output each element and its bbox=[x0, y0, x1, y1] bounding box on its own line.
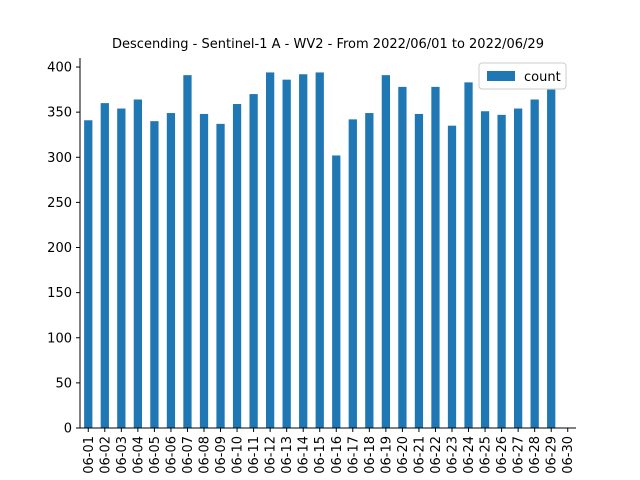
x-tick-label-06-03: 06-03 bbox=[115, 436, 130, 474]
bar-06-17 bbox=[348, 119, 357, 429]
y-tick-label-100: 100 bbox=[47, 331, 72, 346]
bar-06-07 bbox=[183, 75, 192, 429]
legend-label: count bbox=[524, 70, 561, 85]
x-tick-label-06-04: 06-04 bbox=[131, 436, 146, 474]
x-tick-label-06-17: 06-17 bbox=[346, 436, 361, 474]
y-tick-label-250: 250 bbox=[47, 196, 72, 211]
x-tick-label-06-10: 06-10 bbox=[231, 436, 246, 474]
bar-06-22 bbox=[431, 86, 440, 428]
bar-06-23 bbox=[447, 125, 457, 429]
x-tick-label-06-16: 06-16 bbox=[330, 436, 345, 474]
x-tick-label-06-20: 06-20 bbox=[396, 436, 411, 474]
bar-06-26 bbox=[497, 114, 506, 428]
bar-06-11 bbox=[249, 94, 258, 428]
bar-06-01 bbox=[84, 120, 93, 429]
bar-06-27 bbox=[514, 108, 523, 428]
bar-06-05 bbox=[150, 121, 159, 429]
x-tick-label-06-07: 06-07 bbox=[181, 436, 196, 474]
bar-06-02 bbox=[100, 103, 109, 429]
bar-06-18 bbox=[365, 113, 374, 429]
x-tick-label-06-23: 06-23 bbox=[446, 436, 461, 474]
y-tick-label-400: 400 bbox=[47, 61, 72, 76]
x-tick-label-06-21: 06-21 bbox=[412, 436, 427, 474]
bar-06-10 bbox=[232, 104, 242, 429]
bar-06-04 bbox=[133, 99, 142, 428]
x-tick-label-06-06: 06-06 bbox=[164, 436, 179, 474]
y-tick-label-150: 150 bbox=[47, 286, 72, 301]
plot-area bbox=[84, 72, 556, 429]
y-tick-label-0: 0 bbox=[64, 422, 72, 437]
bar-06-24 bbox=[464, 82, 473, 429]
x-tick-label-06-13: 06-13 bbox=[280, 436, 295, 474]
x-tick-label-06-25: 06-25 bbox=[479, 436, 494, 474]
x-tick-label-06-12: 06-12 bbox=[264, 436, 279, 474]
bar-06-25 bbox=[480, 111, 490, 429]
x-tick-label-06-19: 06-19 bbox=[379, 436, 394, 474]
bar-06-16 bbox=[332, 155, 341, 428]
y-tick-label-350: 350 bbox=[47, 106, 72, 121]
bar-06-14 bbox=[299, 74, 308, 429]
y-tick-label-200: 200 bbox=[47, 241, 72, 256]
x-tick-label-06-28: 06-28 bbox=[528, 436, 543, 474]
legend-swatch bbox=[487, 71, 515, 81]
bar-06-12 bbox=[266, 72, 275, 428]
x-tick-label-06-14: 06-14 bbox=[297, 436, 312, 474]
bar-06-28 bbox=[530, 99, 539, 428]
x-tick-label-06-26: 06-26 bbox=[495, 436, 510, 474]
chart-title: Descending - Sentinel-1 A - WV2 - From 2… bbox=[112, 37, 544, 52]
x-axis: 06-01 06-02 06-03 06-04 06-05 06-06 06-07 06-08… bbox=[80, 427, 576, 474]
bar-06-19 bbox=[381, 75, 390, 429]
bar-06-08 bbox=[199, 113, 209, 428]
x-tick-label-06-15: 06-15 bbox=[313, 436, 328, 474]
bar-06-21 bbox=[414, 113, 424, 428]
x-tick-label-06-29: 06-29 bbox=[545, 436, 560, 474]
legend-frame bbox=[478, 62, 567, 90]
x-tick-label-06-18: 06-18 bbox=[363, 436, 378, 474]
x-tick-label-06-08: 06-08 bbox=[198, 436, 213, 474]
x-tick-label-06-22: 06-22 bbox=[429, 436, 444, 474]
bar-06-09 bbox=[216, 123, 225, 428]
x-tick-label-06-02: 06-02 bbox=[98, 436, 113, 474]
x-tick-label-06-24: 06-24 bbox=[462, 436, 477, 474]
bar-06-29 bbox=[547, 89, 556, 428]
legend: count bbox=[478, 62, 567, 90]
bar-06-06 bbox=[166, 113, 176, 429]
x-tick-label-06-09: 06-09 bbox=[214, 436, 229, 474]
x-tick-label-06-11: 06-11 bbox=[247, 436, 262, 474]
bar-06-20 bbox=[398, 86, 407, 428]
y-tick-label-50: 50 bbox=[55, 376, 72, 391]
bar-06-15 bbox=[315, 72, 324, 428]
x-tick-label-06-05: 06-05 bbox=[148, 436, 163, 474]
x-tick-label-06-01: 06-01 bbox=[82, 436, 97, 474]
x-tick-label-06-27: 06-27 bbox=[512, 436, 527, 474]
bar-06-03 bbox=[117, 108, 126, 428]
y-axis: 0 50 100 150 200 250 300 350 400 bbox=[47, 58, 81, 437]
bar-06-13 bbox=[282, 79, 291, 428]
x-tick-label-06-30: 06-30 bbox=[561, 436, 576, 474]
y-tick-label-300: 300 bbox=[47, 151, 72, 166]
